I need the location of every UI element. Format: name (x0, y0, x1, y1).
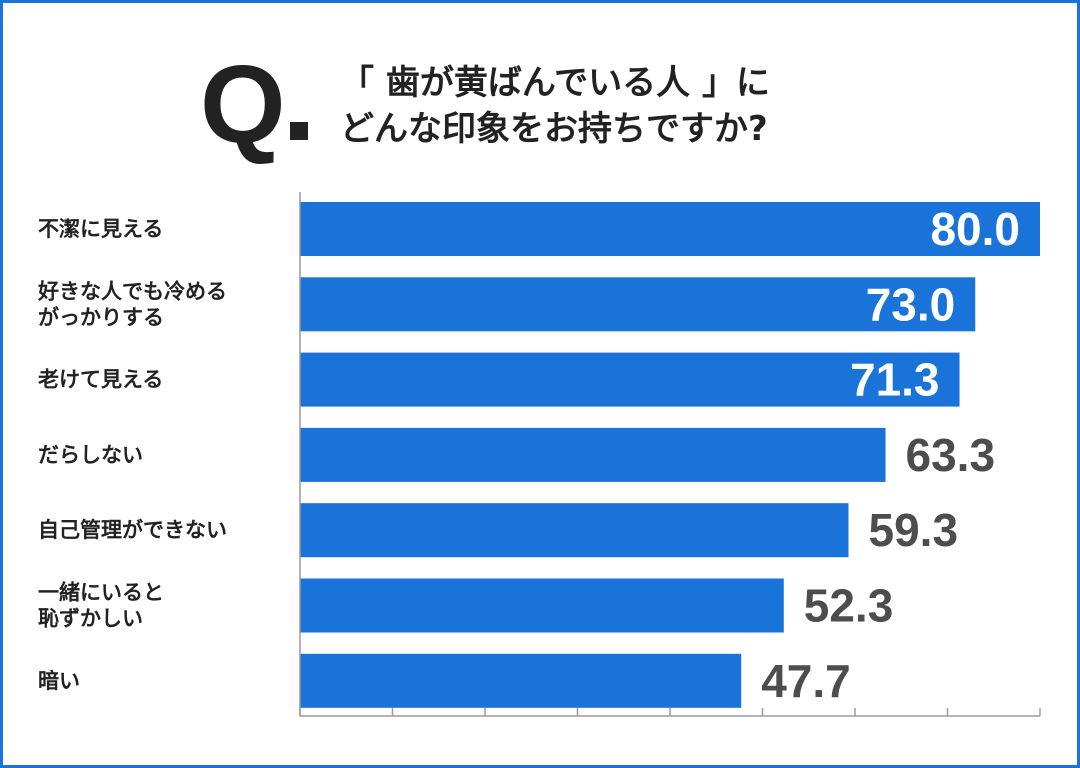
q-mark-dot (290, 122, 308, 140)
value-label-1: 73.0 (866, 278, 956, 330)
question-line-1: 「 歯が黄ばんでいる人 」に (340, 63, 770, 103)
bar-5 (300, 578, 784, 633)
q-mark: Q (200, 43, 286, 166)
bar-1 (300, 277, 976, 332)
question-line-2: どんな印象をお持ちですか? (340, 109, 768, 149)
category-label-4-0: 自己管理ができない (38, 518, 227, 542)
value-label-5: 52.3 (804, 580, 894, 632)
category-label-1-0: 好きな人でも冷める (37, 279, 227, 303)
value-label-2: 71.3 (850, 354, 940, 406)
value-label-6: 47.7 (761, 655, 851, 707)
value-label-3: 63.3 (906, 429, 996, 481)
category-label-5-0: 一緒にいると (38, 581, 164, 605)
category-label-3-0: だらしない (38, 443, 143, 467)
value-label-4: 59.3 (869, 504, 959, 556)
bar-2 (300, 352, 960, 407)
category-label-1-1: がっかりする (38, 305, 164, 329)
value-label-0: 80.0 (930, 203, 1020, 255)
bar-0 (300, 202, 1040, 256)
question-title: 「 歯が黄ばんでいる人 」に どんな印象をお持ちですか? (340, 60, 770, 152)
category-label-6-0: 暗い (38, 669, 80, 693)
bar-6 (300, 653, 742, 708)
bar-4 (300, 503, 849, 558)
bar-3 (300, 427, 886, 482)
category-label-0-0: 不潔に見える (38, 217, 163, 241)
category-label-5-1: 恥ずかしい (38, 607, 143, 631)
category-label-2-0: 老けて見える (38, 368, 163, 392)
